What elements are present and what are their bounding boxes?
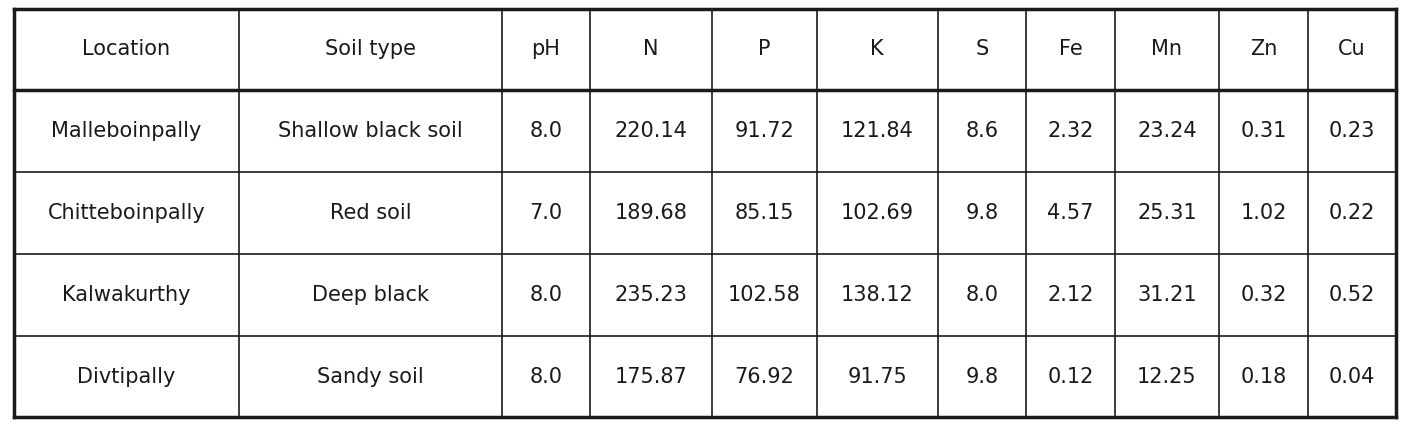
Text: 31.21: 31.21 [1138, 285, 1197, 305]
Text: Zn: Zn [1249, 40, 1277, 59]
Text: 9.8: 9.8 [966, 367, 998, 386]
Text: 91.72: 91.72 [735, 121, 794, 141]
Text: 0.52: 0.52 [1328, 285, 1375, 305]
Text: 0.22: 0.22 [1328, 203, 1375, 223]
Text: 0.12: 0.12 [1048, 367, 1094, 386]
Text: 0.04: 0.04 [1328, 367, 1375, 386]
Text: Fe: Fe [1059, 40, 1083, 59]
Text: 8.0: 8.0 [966, 285, 998, 305]
Text: Divtipally: Divtipally [78, 367, 176, 386]
Text: Soil type: Soil type [324, 40, 416, 59]
Text: Mn: Mn [1152, 40, 1183, 59]
Text: 8.0: 8.0 [530, 285, 563, 305]
Text: 25.31: 25.31 [1138, 203, 1197, 223]
Text: Shallow black soil: Shallow black soil [278, 121, 462, 141]
Text: 12.25: 12.25 [1138, 367, 1197, 386]
Text: 189.68: 189.68 [615, 203, 687, 223]
Text: Deep black: Deep black [312, 285, 429, 305]
Text: K: K [870, 40, 884, 59]
Text: pH: pH [532, 40, 560, 59]
Text: 175.87: 175.87 [615, 367, 687, 386]
Text: 7.0: 7.0 [529, 203, 563, 223]
Text: 0.18: 0.18 [1241, 367, 1287, 386]
Text: 102.69: 102.69 [840, 203, 914, 223]
Text: 0.32: 0.32 [1241, 285, 1287, 305]
Text: P: P [757, 40, 770, 59]
Text: 235.23: 235.23 [615, 285, 687, 305]
Text: 102.58: 102.58 [728, 285, 801, 305]
Text: Malleboinpally: Malleboinpally [51, 121, 202, 141]
Text: 8.6: 8.6 [966, 121, 998, 141]
Text: S: S [976, 40, 988, 59]
Text: Kalwakurthy: Kalwakurthy [62, 285, 190, 305]
Text: 220.14: 220.14 [615, 121, 687, 141]
Text: Chitteboinpally: Chitteboinpally [48, 203, 206, 223]
Text: 8.0: 8.0 [530, 121, 563, 141]
Text: Location: Location [82, 40, 171, 59]
Text: 23.24: 23.24 [1138, 121, 1197, 141]
Text: 138.12: 138.12 [840, 285, 914, 305]
Text: 121.84: 121.84 [840, 121, 914, 141]
Text: 4.57: 4.57 [1048, 203, 1094, 223]
Text: 0.23: 0.23 [1328, 121, 1375, 141]
Text: Red soil: Red soil [330, 203, 412, 223]
Text: 91.75: 91.75 [847, 367, 907, 386]
Text: 8.0: 8.0 [530, 367, 563, 386]
Text: 0.31: 0.31 [1241, 121, 1287, 141]
Text: 76.92: 76.92 [735, 367, 794, 386]
Text: 85.15: 85.15 [735, 203, 794, 223]
Text: 2.12: 2.12 [1048, 285, 1094, 305]
Text: 1.02: 1.02 [1241, 203, 1287, 223]
Text: 2.32: 2.32 [1048, 121, 1094, 141]
Text: 9.8: 9.8 [966, 203, 998, 223]
Text: Cu: Cu [1338, 40, 1366, 59]
Text: Sandy soil: Sandy soil [317, 367, 424, 386]
Text: N: N [643, 40, 658, 59]
